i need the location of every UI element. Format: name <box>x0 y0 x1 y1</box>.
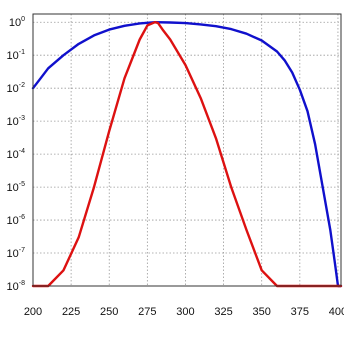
y-tick-label: 10-1 <box>7 49 26 62</box>
tick-labels: 200 225 250 275 300 325 350 375 400 100 10-1 10-2 10… <box>7 16 344 318</box>
x-tick-label: 250 <box>100 306 118 318</box>
y-tick-label: 10-6 <box>7 214 26 227</box>
x-tick-label: 325 <box>214 306 232 318</box>
x-tick-label: 300 <box>176 306 194 318</box>
y-tick-label: 10-8 <box>7 280 26 293</box>
axes <box>32 13 342 287</box>
x-tick-label: 225 <box>62 306 80 318</box>
plot-frame <box>32 13 342 287</box>
x-tick-label: 200 <box>24 306 42 318</box>
y-tick-label: 10-5 <box>7 181 26 194</box>
x-tick-label: 275 <box>138 306 156 318</box>
grid <box>33 14 341 286</box>
x-tick-label: 375 <box>291 306 309 318</box>
y-tick-label: 10-7 <box>7 247 26 260</box>
series-line-1 <box>31 21 343 288</box>
y-tick-label: 10-2 <box>7 82 26 95</box>
y-tick-label: 10-3 <box>7 115 26 128</box>
x-tick-label: 350 <box>253 306 271 318</box>
x-tick-label: 400 <box>329 306 344 318</box>
y-tick-label: 10-4 <box>7 148 26 161</box>
y-tick-label: 100 <box>9 16 25 29</box>
